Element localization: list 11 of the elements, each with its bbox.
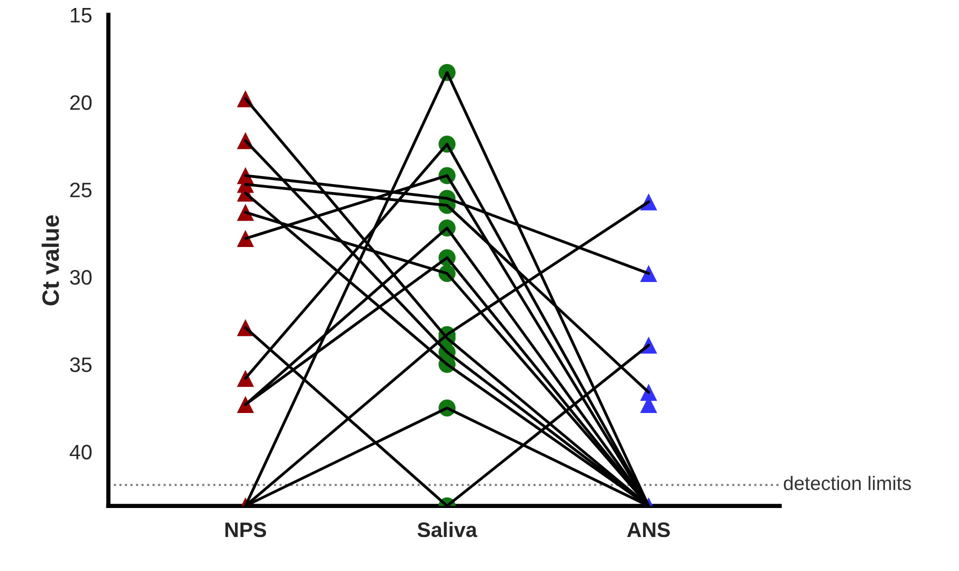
- x-tick-label: Saliva: [418, 522, 478, 538]
- x-tick-label: NPS: [225, 522, 266, 538]
- y-tick-label: 20: [70, 95, 92, 110]
- y-tick-label: 25: [70, 182, 92, 198]
- y-axis-title: Ct value: [42, 215, 59, 306]
- x-tick-label: ANS: [627, 522, 670, 538]
- ref-line-label: detection limits: [784, 476, 911, 490]
- y-tick-label: 40: [70, 444, 92, 460]
- y-tick-label: 30: [70, 270, 92, 285]
- y-tick-label: 15: [70, 8, 92, 23]
- y-tick-label: 35: [70, 357, 92, 372]
